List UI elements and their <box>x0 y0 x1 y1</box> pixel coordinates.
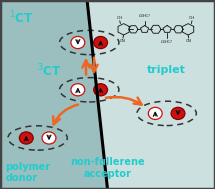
Polygon shape <box>87 0 215 189</box>
Circle shape <box>42 132 56 144</box>
Circle shape <box>171 107 185 119</box>
Text: $C_6H_{17}$: $C_6H_{17}$ <box>160 38 174 46</box>
Circle shape <box>94 36 108 49</box>
Text: CN: CN <box>186 39 192 43</box>
Text: $^1$CT: $^1$CT <box>9 10 33 27</box>
Text: triplet: triplet <box>147 65 186 75</box>
Circle shape <box>19 132 33 144</box>
Circle shape <box>71 84 85 96</box>
Text: OH: OH <box>116 16 123 20</box>
Circle shape <box>71 36 85 49</box>
Text: OH: OH <box>189 16 195 20</box>
Circle shape <box>148 107 162 119</box>
Text: polymer
donor: polymer donor <box>5 162 51 183</box>
Circle shape <box>94 84 108 96</box>
Text: $C_6H_{17}$: $C_6H_{17}$ <box>138 12 151 20</box>
Text: $^3$CT: $^3$CT <box>37 63 61 80</box>
Text: CN: CN <box>120 39 126 43</box>
Text: non-fullerene
acceptor: non-fullerene acceptor <box>70 157 145 179</box>
